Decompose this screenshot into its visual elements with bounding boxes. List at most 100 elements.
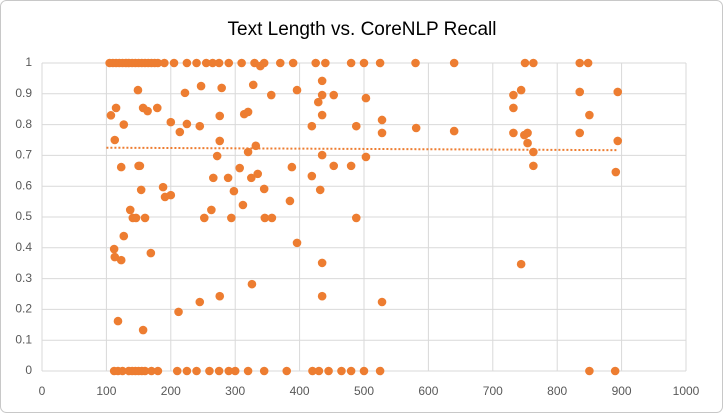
- point: [243, 107, 253, 117]
- point: [110, 135, 120, 145]
- point: [195, 121, 205, 131]
- y-tick-label: 0: [25, 363, 32, 377]
- point: [585, 366, 594, 376]
- point: [613, 87, 623, 97]
- y-tick-label: 0.7: [15, 148, 32, 162]
- point: [509, 103, 518, 113]
- point: [133, 85, 143, 95]
- point: [205, 366, 214, 376]
- point: [575, 128, 585, 138]
- x-tick-label: 200: [161, 384, 181, 398]
- point: [215, 291, 225, 301]
- point: [288, 58, 298, 68]
- point: [377, 297, 387, 307]
- point: [329, 90, 339, 100]
- point: [575, 58, 585, 68]
- point: [260, 213, 270, 223]
- point: [243, 147, 253, 157]
- point: [146, 248, 156, 258]
- point: [411, 58, 420, 68]
- point: [361, 93, 371, 103]
- y-tick-label: 0.4: [15, 240, 32, 254]
- x-tick-label: 0: [39, 384, 46, 398]
- point: [224, 58, 234, 68]
- point: [135, 161, 145, 171]
- point: [119, 120, 129, 129]
- point: [215, 136, 225, 146]
- point: [106, 111, 116, 120]
- point: [110, 252, 120, 262]
- x-tick-label: 500: [354, 384, 374, 398]
- point: [195, 297, 205, 307]
- point: [235, 163, 245, 173]
- point: [251, 141, 261, 151]
- point: [160, 58, 169, 68]
- trendline: [106, 146, 618, 152]
- point: [174, 307, 183, 317]
- point: [346, 366, 356, 376]
- point: [359, 58, 369, 68]
- point: [247, 279, 257, 289]
- point: [125, 205, 135, 215]
- point: [337, 366, 346, 376]
- point: [111, 103, 121, 113]
- point: [317, 110, 327, 120]
- point: [377, 115, 387, 125]
- point: [214, 58, 224, 68]
- point: [224, 366, 234, 376]
- x-tick-label: 700: [483, 384, 503, 398]
- point: [346, 58, 356, 68]
- point: [214, 366, 224, 376]
- point: [182, 58, 192, 68]
- point: [611, 167, 621, 177]
- point: [207, 205, 216, 215]
- point: [583, 58, 593, 68]
- point: [315, 185, 325, 195]
- point: [199, 213, 209, 223]
- x-tick-label: 900: [612, 384, 632, 398]
- point: [256, 61, 265, 71]
- point: [230, 366, 240, 376]
- point: [169, 58, 179, 68]
- point: [307, 171, 317, 181]
- point: [227, 213, 236, 223]
- point: [153, 58, 163, 68]
- point: [308, 366, 317, 376]
- point: [529, 147, 538, 157]
- point: [375, 58, 385, 68]
- point: [192, 58, 201, 68]
- point: [613, 136, 623, 146]
- point: [153, 366, 163, 376]
- point: [180, 88, 190, 98]
- point: [266, 90, 276, 100]
- point: [324, 366, 333, 376]
- point: [253, 169, 263, 179]
- point: [529, 58, 538, 68]
- y-tick-label: 0.2: [15, 302, 32, 316]
- point: [516, 259, 526, 269]
- point: [113, 316, 123, 326]
- point: [247, 173, 256, 183]
- chart-title: Text Length vs. CoreNLP Recall: [228, 19, 497, 40]
- point: [359, 366, 369, 376]
- point: [377, 128, 387, 138]
- point: [138, 325, 148, 335]
- point: [192, 366, 201, 376]
- point: [136, 185, 146, 195]
- point: [411, 123, 421, 133]
- point: [346, 161, 356, 171]
- point: [152, 103, 162, 113]
- point: [610, 366, 620, 376]
- x-tick-label: 800: [547, 384, 567, 398]
- point: [520, 58, 530, 68]
- point: [259, 366, 269, 376]
- point: [449, 126, 459, 136]
- point: [209, 173, 218, 183]
- point: [351, 121, 361, 131]
- point: [314, 366, 324, 376]
- y-tick-label: 0.3: [15, 271, 32, 285]
- point: [259, 184, 269, 194]
- x-tick-label: 1000: [673, 384, 700, 398]
- point: [229, 186, 239, 196]
- point: [243, 366, 253, 376]
